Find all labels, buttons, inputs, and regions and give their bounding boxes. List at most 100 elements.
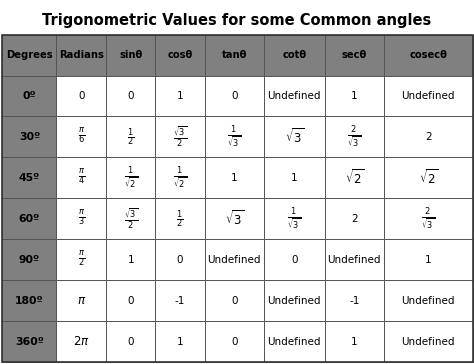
Bar xyxy=(106,198,155,240)
Text: cotθ: cotθ xyxy=(282,50,306,60)
Text: 0: 0 xyxy=(128,91,134,101)
Bar xyxy=(205,321,264,362)
Bar xyxy=(264,75,325,116)
Text: 0º: 0º xyxy=(23,91,36,101)
Text: 1: 1 xyxy=(231,173,237,183)
Bar xyxy=(56,240,106,280)
Bar xyxy=(2,75,56,116)
Text: $2\pi$: $2\pi$ xyxy=(73,335,90,348)
Bar xyxy=(264,35,325,76)
Bar xyxy=(56,35,106,76)
Bar xyxy=(205,35,264,76)
Bar xyxy=(56,198,106,240)
Bar xyxy=(325,240,383,280)
Bar xyxy=(155,198,205,240)
Text: Radians: Radians xyxy=(59,50,104,60)
Text: -1: -1 xyxy=(175,296,185,306)
Text: $\frac{\pi}{2}$: $\frac{\pi}{2}$ xyxy=(78,250,85,269)
Text: 0: 0 xyxy=(128,296,134,306)
Bar xyxy=(155,35,205,76)
Bar xyxy=(155,321,205,362)
Bar xyxy=(383,35,473,76)
Text: 1: 1 xyxy=(177,337,183,347)
Bar xyxy=(325,116,383,158)
Text: $\sqrt{2}$: $\sqrt{2}$ xyxy=(419,169,438,187)
Text: sinθ: sinθ xyxy=(119,50,142,60)
Bar xyxy=(106,321,155,362)
Text: 2: 2 xyxy=(425,132,432,142)
Text: 0: 0 xyxy=(128,337,134,347)
Bar xyxy=(205,157,264,198)
Bar xyxy=(264,116,325,158)
Text: Trigonometric Values for some Common angles: Trigonometric Values for some Common ang… xyxy=(42,13,432,28)
Bar xyxy=(56,321,106,362)
Bar xyxy=(2,198,56,240)
Text: 1: 1 xyxy=(128,255,134,265)
Bar xyxy=(2,116,56,158)
Text: $\frac{\pi}{4}$: $\frac{\pi}{4}$ xyxy=(78,169,85,187)
Text: secθ: secθ xyxy=(342,50,367,60)
Text: $\pi$: $\pi$ xyxy=(77,294,86,307)
Text: Undefined: Undefined xyxy=(328,255,381,265)
Text: Undefined: Undefined xyxy=(401,337,455,347)
Text: Degrees: Degrees xyxy=(6,50,53,60)
Text: 30º: 30º xyxy=(19,132,40,142)
Text: $\frac{2}{\sqrt{3}}$: $\frac{2}{\sqrt{3}}$ xyxy=(421,206,436,231)
Bar xyxy=(106,157,155,198)
Text: 360º: 360º xyxy=(15,337,44,347)
Bar xyxy=(383,321,473,362)
Bar xyxy=(2,240,56,280)
Bar xyxy=(383,75,473,116)
Text: Undefined: Undefined xyxy=(267,296,321,306)
Text: Undefined: Undefined xyxy=(267,91,321,101)
Text: Undefined: Undefined xyxy=(208,255,261,265)
Text: 0: 0 xyxy=(78,91,84,101)
Bar xyxy=(56,116,106,158)
Bar xyxy=(205,116,264,158)
Text: cosθ: cosθ xyxy=(167,50,192,60)
Text: $\frac{2}{\sqrt{3}}$: $\frac{2}{\sqrt{3}}$ xyxy=(347,124,361,149)
Bar xyxy=(155,116,205,158)
Text: $\sqrt{2}$: $\sqrt{2}$ xyxy=(345,169,364,187)
Bar xyxy=(264,280,325,321)
Bar xyxy=(155,75,205,116)
Bar xyxy=(383,280,473,321)
Bar xyxy=(56,157,106,198)
Bar xyxy=(2,280,56,321)
Text: 0: 0 xyxy=(231,337,237,347)
Text: $\frac{\pi}{3}$: $\frac{\pi}{3}$ xyxy=(78,209,85,228)
Text: 90º: 90º xyxy=(19,255,40,265)
Bar xyxy=(383,240,473,280)
Text: 0: 0 xyxy=(177,255,183,265)
Bar xyxy=(325,198,383,240)
Text: 1: 1 xyxy=(177,91,183,101)
Text: 1: 1 xyxy=(291,173,298,183)
Bar xyxy=(383,116,473,158)
Bar xyxy=(264,321,325,362)
Bar xyxy=(205,240,264,280)
Bar xyxy=(155,240,205,280)
Bar xyxy=(264,157,325,198)
Text: 1: 1 xyxy=(425,255,432,265)
Bar xyxy=(106,75,155,116)
Bar xyxy=(205,280,264,321)
Bar xyxy=(155,280,205,321)
Bar xyxy=(325,75,383,116)
Text: cosecθ: cosecθ xyxy=(410,50,447,60)
Bar xyxy=(106,116,155,158)
Text: $\sqrt{3}$: $\sqrt{3}$ xyxy=(284,127,304,146)
Text: tanθ: tanθ xyxy=(221,50,247,60)
Text: Undefined: Undefined xyxy=(401,296,455,306)
Text: $\frac{1}{2}$: $\frac{1}{2}$ xyxy=(127,126,134,148)
Bar xyxy=(106,240,155,280)
Bar xyxy=(2,157,56,198)
Text: $\frac{1}{\sqrt{3}}$: $\frac{1}{\sqrt{3}}$ xyxy=(287,206,301,231)
Text: $\frac{\pi}{6}$: $\frac{\pi}{6}$ xyxy=(78,127,85,146)
Bar xyxy=(2,321,56,362)
Bar xyxy=(205,75,264,116)
Text: 1: 1 xyxy=(351,91,357,101)
Bar xyxy=(155,157,205,198)
Bar xyxy=(325,321,383,362)
Text: 0: 0 xyxy=(231,296,237,306)
Text: Undefined: Undefined xyxy=(267,337,321,347)
